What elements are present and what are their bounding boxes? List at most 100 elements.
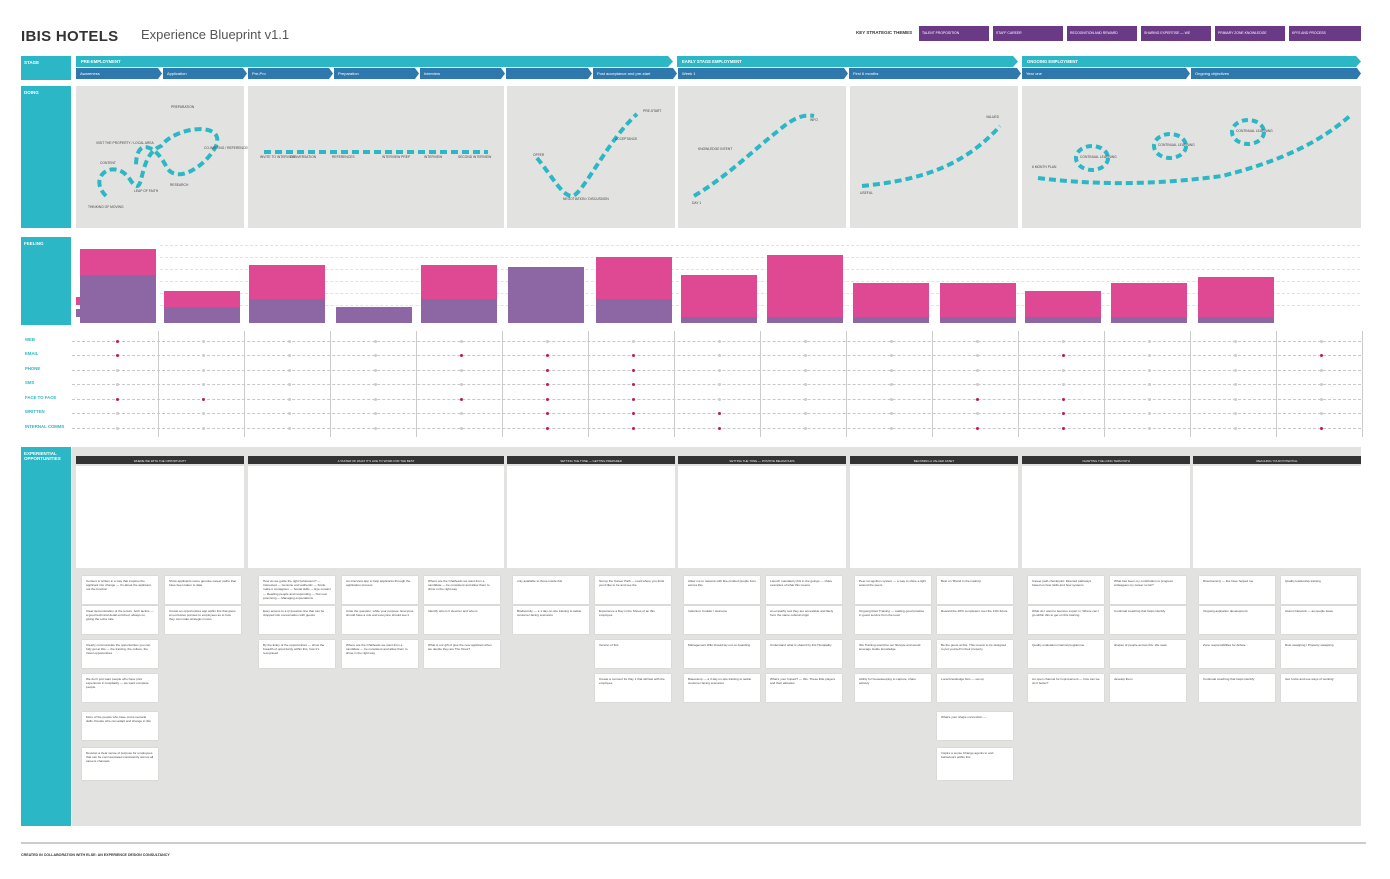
channel-dot	[546, 427, 549, 430]
channel-dot	[1148, 340, 1151, 343]
opportunity-note: shapes of people across ibis. We seek	[1110, 640, 1186, 668]
channel-dot	[1062, 412, 1065, 415]
opportunity-note: Allow me to network with like-minded peo…	[684, 576, 760, 604]
opportunity-note: By the Entry of the opportunities — show…	[259, 640, 335, 668]
doing-label: VALUED	[986, 115, 999, 119]
feeling-bar-asis	[681, 316, 757, 323]
theme-sharing[interactable]: SHARING EXPERTISE — WE	[1141, 26, 1211, 41]
channel-dot	[546, 398, 549, 401]
opportunity-note: Ibis Training would be our lifestyle and…	[855, 640, 931, 668]
theme-career[interactable]: STAFF CAREER	[993, 26, 1063, 41]
channel-dot	[460, 398, 463, 401]
channel-web: WEB	[25, 337, 36, 342]
channel-dot	[116, 412, 119, 415]
column-header: BECOMING A VALUED ASSET	[850, 456, 1018, 464]
channel-dot	[718, 427, 721, 430]
opportunity-box	[1193, 466, 1361, 568]
opportunity-note: Get 'invite and use ways of working'	[1281, 674, 1357, 702]
channel-internal-comms: INTERNAL COMMS	[25, 424, 65, 429]
channel-dot	[202, 383, 205, 386]
doing-label: CONTINUAL LEARNING	[1158, 143, 1195, 147]
channel-dot	[374, 412, 377, 415]
stage-ongoing: Ongoing objectives	[1191, 68, 1361, 79]
journey-path-3	[535, 112, 639, 199]
channel-dot	[976, 398, 979, 401]
channel-dot	[804, 398, 807, 401]
channel-dot	[202, 398, 205, 401]
channel-divider	[674, 331, 675, 437]
opportunity-note: Launch mandatory ibis in the goings — sh…	[766, 576, 842, 604]
theme-kpis[interactable]: KPI'S AND PROCESS	[1289, 26, 1361, 41]
opportunity-note: How do we guide the right behaviours? — …	[259, 576, 335, 604]
doing-label: DAY 1	[692, 201, 702, 205]
opportunity-note: Develop a clear sense of purpose for emp…	[82, 748, 158, 780]
channel-dot	[116, 383, 119, 386]
channel-dot	[718, 369, 721, 372]
feeling-gridline	[160, 245, 1360, 246]
opportunity-note: Clear demonstration of the tenure, both …	[82, 606, 158, 634]
channel-dot	[460, 427, 463, 430]
channel-dot	[460, 354, 463, 357]
opportunity-note: Create an opportunities app within ibis …	[165, 606, 241, 634]
opportunity-note: Zone responsibilities for Airfare	[1199, 640, 1275, 668]
channel-dot	[374, 427, 377, 430]
stage-blank	[506, 68, 592, 79]
channel-dot	[804, 354, 807, 357]
channel-dot	[1148, 369, 1151, 372]
channel-divider	[158, 331, 159, 437]
feeling-bar-asis	[421, 299, 497, 323]
opportunity-note: Alumni Network — as people leave	[1281, 606, 1357, 634]
channel-dot	[1148, 412, 1151, 415]
channel-dot	[116, 354, 119, 357]
opportunity-note: Management Wiki should lay out on-boardi…	[684, 640, 760, 668]
channel-dot	[546, 383, 549, 386]
doing-label: THINKING OF MOVING	[88, 205, 124, 209]
channel-dot	[374, 398, 377, 401]
opportunity-note: Reward the 20% completers over the 11% f…	[937, 606, 1013, 634]
channel-line	[72, 341, 1361, 342]
channel-labels: WEB EMAIL PHONE SMS FACE TO FACE WRITTEN…	[21, 331, 71, 437]
opportunity-note: develop them	[1110, 674, 1186, 702]
opportunity-note: Where are the Chatfeeds we want from a c…	[342, 640, 418, 668]
footer-credit: CREATED IN COLLABORATION WITH ELSE: AN E…	[21, 853, 170, 857]
channel-dot	[632, 398, 635, 401]
column-header: SETTING THE TONE — POSITIVE BEHAVIOURS	[678, 456, 846, 464]
footer-rule	[21, 842, 1366, 844]
doing-label: PREPARATION	[171, 105, 195, 109]
doing-label: CONTINUAL LEARNING	[1236, 129, 1273, 133]
feeling-bar-asis	[508, 267, 584, 323]
channel-dot	[890, 398, 893, 401]
doing-panel-6: 6 MONTH PLAN CONTINUAL LEARNING CONTINUA…	[1022, 86, 1361, 228]
channel-dot	[1148, 383, 1151, 386]
channel-dot	[546, 412, 549, 415]
channel-dot	[890, 383, 893, 386]
feeling-gridline	[160, 305, 1360, 306]
opportunity-note: What's your shape connection —	[937, 712, 1013, 740]
channel-divider	[846, 331, 847, 437]
channel-line	[72, 355, 1361, 356]
feeling-bar-asis	[853, 316, 929, 323]
channel-divider	[1362, 331, 1363, 437]
opportunity-note: Easy access to a Q question-line that ca…	[259, 606, 335, 634]
channel-sms: SMS	[25, 380, 35, 385]
feeling-bar-asis	[336, 307, 412, 323]
channel-dot	[1148, 398, 1151, 401]
theme-talent[interactable]: TALENT PROPOSITION	[919, 26, 989, 41]
channel-dot	[804, 412, 807, 415]
channel-dot	[976, 383, 979, 386]
channel-grid	[72, 331, 1363, 437]
theme-zone[interactable]: PRIMARY ZONE KNOWLEDGE	[1215, 26, 1285, 41]
phase-ongoing-employment: ONGOING EMPLOYMENT	[1022, 56, 1361, 67]
channel-dot	[1320, 354, 1323, 357]
channel-dot	[116, 340, 119, 343]
opportunity-note: Ongoing Root Training — making good prac…	[855, 606, 931, 634]
channel-email: EMAIL	[25, 351, 39, 356]
opportunity-note: Be the guest at ibis. This means to be d…	[937, 640, 1013, 668]
theme-recognition[interactable]: RECOGNITION AND REWARD	[1067, 26, 1137, 41]
doing-panel-3: OFFER NEGOTIATION / DISCUSSION ACCEPTANC…	[507, 86, 675, 228]
channel-dot	[374, 354, 377, 357]
feeling-bar-asis	[80, 275, 156, 323]
opportunity-note: Ongoing aspiration development	[1199, 606, 1275, 634]
doing-label: CONVERSATION	[290, 155, 317, 159]
